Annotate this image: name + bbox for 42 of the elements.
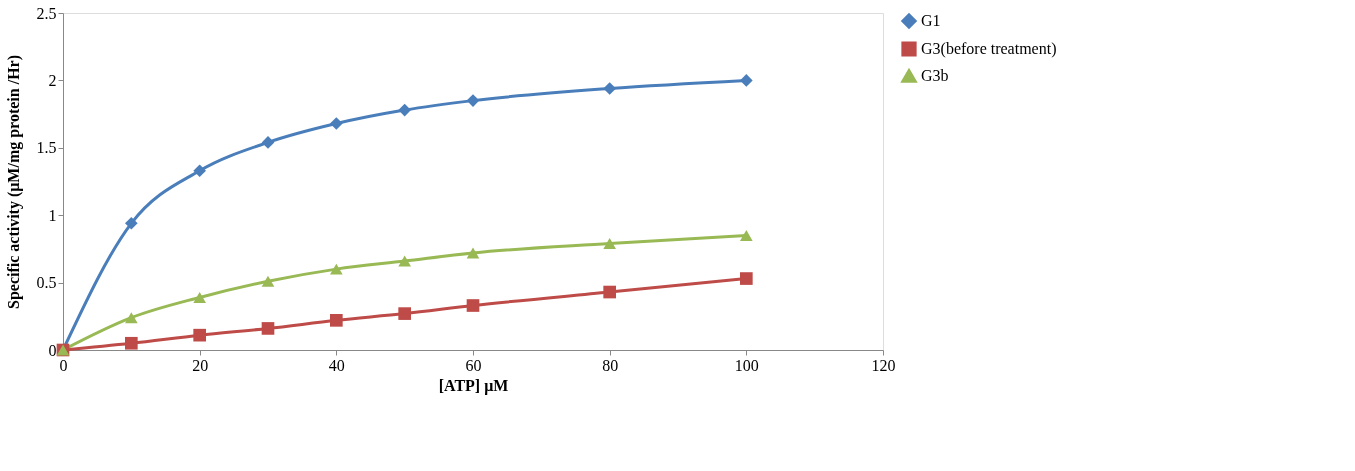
point [466,247,480,259]
point [466,94,480,107]
y-tick-label: 0 [48,341,57,359]
point [740,272,753,285]
legend-label: G3(before treatment) [921,40,1057,58]
x-axis-title: [ATP] μM [438,376,509,395]
y-axis-title: Specific activity (μM/mg protein /Hr) [4,54,23,310]
x-tick-label: 60 [465,356,482,374]
x-tick-label: 80 [602,356,619,374]
point [740,74,753,87]
point [125,312,138,324]
y-tick-label: 0.5 [36,274,57,292]
point [330,263,343,275]
x-tick-label: 20 [192,356,209,374]
point [261,322,275,335]
point [125,336,138,350]
y-tick-label: 1.5 [36,139,57,157]
x-tick-label: 40 [328,356,345,374]
point [398,307,411,320]
point [740,229,753,241]
x-tick-label: 100 [734,356,759,374]
point [330,314,343,327]
point [261,136,275,149]
legend-label: G3b [921,67,949,84]
y-tick-label: 2 [48,71,57,89]
point [603,238,616,249]
point [330,117,343,130]
y-tick-label: 2.5 [36,4,57,22]
point [603,82,616,95]
x-tick-label: 0 [59,356,68,374]
point [261,275,275,287]
point [398,103,411,117]
point [193,328,206,342]
x-tick-label: 120 [871,356,896,374]
point [193,291,206,303]
point [603,285,616,299]
point [398,255,411,267]
point [466,299,480,312]
point [193,164,206,178]
legend-label: G1 [921,12,941,29]
point [125,216,138,230]
y-tick-label: 1 [48,206,57,224]
